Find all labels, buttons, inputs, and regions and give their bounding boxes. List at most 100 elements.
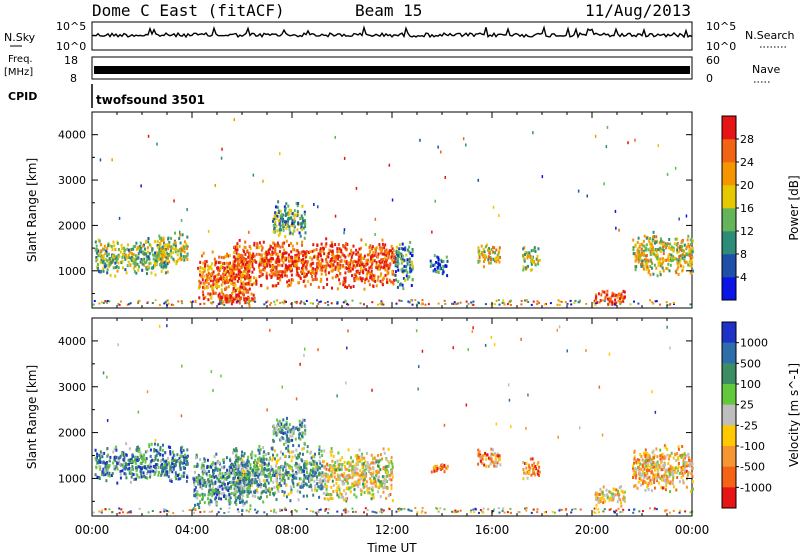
power-cell xyxy=(297,221,299,224)
velocity-cell xyxy=(309,462,311,465)
power-cell xyxy=(242,274,244,277)
velocity-cell xyxy=(118,459,120,462)
power-cell xyxy=(335,275,337,278)
velocity-cell xyxy=(296,456,298,459)
power-cell xyxy=(353,245,355,248)
power-sparse-point xyxy=(221,148,223,151)
power-cell xyxy=(289,228,291,231)
velocity-cell xyxy=(122,469,124,472)
power-cell xyxy=(530,269,532,272)
velocity-cell xyxy=(534,465,536,468)
power-cell xyxy=(443,271,445,274)
power-cell xyxy=(655,267,657,270)
power-ground-point xyxy=(527,301,529,303)
velocity-cell xyxy=(372,475,374,478)
power-cell xyxy=(301,244,303,247)
power-cell xyxy=(337,266,339,269)
velocity-cell xyxy=(263,473,265,476)
velocity-cell xyxy=(350,486,352,489)
velocity-cell xyxy=(386,458,388,461)
velocity-cell xyxy=(214,469,216,472)
power-colorbar-tick-label: 8 xyxy=(740,248,747,261)
power-cell xyxy=(239,239,241,242)
power-cell xyxy=(638,250,640,253)
velocity-cell xyxy=(98,454,100,457)
power-cell xyxy=(292,232,294,235)
power-cell xyxy=(676,261,678,264)
power-cell xyxy=(238,269,240,272)
power-ground-point xyxy=(559,300,561,302)
power-ground-point xyxy=(104,300,106,302)
velocity-cell xyxy=(366,480,368,483)
power-cell xyxy=(331,287,333,290)
power-cell xyxy=(663,249,665,252)
freq-tick-bottom: 8 xyxy=(70,72,77,85)
power-ytick-label: 2000 xyxy=(58,219,86,232)
power-ground-point xyxy=(167,300,169,302)
velocity-cell xyxy=(345,475,347,478)
velocity-cell xyxy=(264,483,266,486)
power-cell xyxy=(312,262,314,265)
velocity-cell xyxy=(339,488,341,491)
power-cell xyxy=(325,273,327,276)
power-cell xyxy=(384,243,386,246)
velocity-cell xyxy=(120,470,122,473)
velocity-cell xyxy=(327,473,329,476)
velocity-cell xyxy=(276,477,278,480)
velocity-cell xyxy=(431,470,433,473)
velocity-cell xyxy=(257,460,259,463)
power-cell xyxy=(271,275,273,278)
velocity-cell xyxy=(183,467,185,470)
velocity-cell xyxy=(285,472,287,475)
power-cell xyxy=(221,291,223,294)
velocity-cell xyxy=(135,456,137,459)
velocity-cell xyxy=(259,464,261,467)
power-cell xyxy=(168,261,170,264)
nsky-tick-top: 10^5 xyxy=(56,20,86,33)
velocity-cell xyxy=(293,485,295,488)
power-ground-point xyxy=(296,302,298,304)
velocity-cell xyxy=(329,497,331,500)
power-cell xyxy=(202,278,204,281)
power-cell xyxy=(302,264,304,267)
velocity-cell xyxy=(285,426,287,429)
power-cell xyxy=(522,247,524,250)
power-cell xyxy=(270,260,272,263)
power-ground-point xyxy=(299,302,301,304)
power-cell xyxy=(149,252,151,255)
velocity-cell xyxy=(315,472,317,475)
power-cell xyxy=(677,265,679,268)
velocity-cell xyxy=(261,458,263,461)
velocity-cell xyxy=(341,463,343,466)
power-ground-point xyxy=(559,304,561,306)
velocity-cell xyxy=(489,458,491,461)
velocity-cell xyxy=(279,482,281,485)
power-ground-point xyxy=(444,300,446,302)
power-cell xyxy=(244,298,246,301)
power-cell xyxy=(397,254,399,257)
power-cell xyxy=(99,254,101,257)
power-ground-point xyxy=(537,300,539,302)
velocity-cell xyxy=(258,470,260,473)
velocity-cell xyxy=(223,461,225,464)
velocity-cell xyxy=(277,432,279,435)
velocity-cell xyxy=(326,485,328,488)
velocity-cell xyxy=(390,484,392,487)
velocity-cell xyxy=(159,453,161,456)
power-sparse-point xyxy=(465,144,467,147)
velocity-cell xyxy=(241,451,243,454)
power-cell xyxy=(110,274,112,277)
power-cell xyxy=(96,245,98,248)
power-cell xyxy=(213,276,215,279)
power-cell xyxy=(133,262,135,265)
velocity-cell xyxy=(289,423,291,426)
power-cell xyxy=(254,255,256,258)
power-cell xyxy=(371,270,373,273)
velocity-cell xyxy=(241,462,243,465)
velocity-cell xyxy=(317,468,319,471)
power-cell xyxy=(395,263,397,266)
velocity-cell xyxy=(109,459,111,462)
power-ground-point xyxy=(472,301,474,303)
power-cell xyxy=(407,258,409,261)
velocity-cell xyxy=(135,478,137,481)
